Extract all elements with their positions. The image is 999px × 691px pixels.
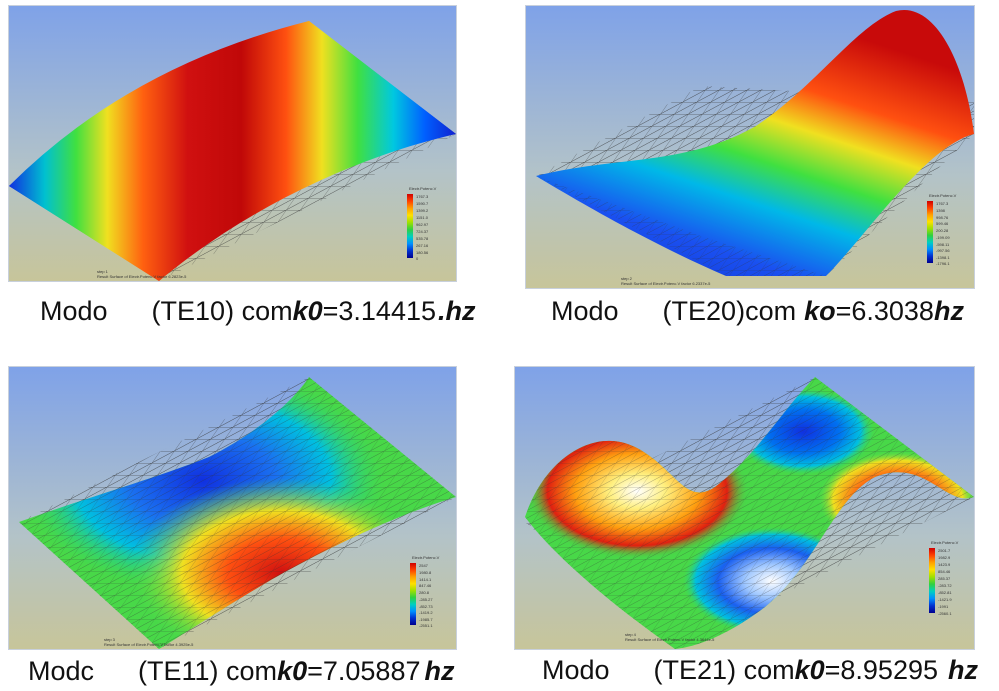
legend-title: Electr.Potenc.V bbox=[409, 186, 437, 191]
caption-k-value: =3.14415 bbox=[322, 296, 436, 326]
footer-step: step 1 bbox=[97, 269, 108, 274]
legend-value: 180.56 bbox=[416, 250, 429, 255]
legend-value: 1980.8 bbox=[419, 570, 432, 575]
legend-value: -852.73 bbox=[419, 604, 433, 609]
footer-result: Result Surface of Electr.Potenc.V factor… bbox=[104, 642, 194, 647]
legend-value: -199.09 bbox=[936, 235, 950, 240]
legend-value: -1398.1 bbox=[936, 255, 950, 260]
caption-mode: Modo bbox=[551, 296, 619, 326]
legend-value: 1151.0 bbox=[416, 215, 428, 220]
legend-value: -852.81 bbox=[938, 590, 952, 595]
legend-value: -598.11 bbox=[936, 242, 950, 247]
caption-k-value: =7.05887 bbox=[307, 656, 421, 686]
footer-step: step 4 bbox=[625, 632, 636, 637]
caption-te11: Modc (TE11) comk0=7.05887 hz bbox=[28, 655, 454, 687]
caption-k-symbol: k0 bbox=[277, 656, 308, 686]
footer-step: step 3 bbox=[104, 637, 115, 642]
legend-value: 2501.7 bbox=[938, 548, 951, 553]
legend-value: -1419.2 bbox=[419, 610, 433, 615]
legend-value: 285.37 bbox=[938, 576, 951, 581]
legend-value: -1991 bbox=[938, 604, 949, 609]
legend-colorbar bbox=[929, 548, 935, 613]
plot-footer: step 4 Result Surface of Electr.Potenc.V… bbox=[625, 632, 714, 642]
legend-value: 1423.9 bbox=[938, 562, 951, 567]
legend-value: 1399.2 bbox=[416, 208, 429, 213]
surface-plot-te20 bbox=[526, 6, 974, 288]
legend-title: Electr.Potenc.V bbox=[931, 540, 959, 545]
legend-value: 535.78 bbox=[416, 236, 429, 241]
surface-plot-te11 bbox=[9, 367, 456, 649]
caption-unit: hz bbox=[424, 656, 455, 686]
caption-k-value: =8.95295 bbox=[824, 655, 938, 685]
legend-value: 1414.1 bbox=[419, 577, 432, 582]
footer-result: Result Surface of Electr.Potenc.V factor… bbox=[625, 637, 715, 642]
caption-mode: Modo bbox=[542, 655, 610, 685]
plot-panel-te20: Electr.Potenc.V 1767.3 1398 998.76 599.4… bbox=[525, 5, 975, 289]
surface-plot-te10 bbox=[9, 6, 456, 281]
caption-mode: Modc bbox=[28, 656, 95, 686]
legend-value: 847.46 bbox=[419, 583, 432, 588]
legend-value: 599.46 bbox=[936, 221, 949, 226]
plot-panel-te21: Electr.Potenc.V 2501.7 1982.9 1423.9 854… bbox=[514, 366, 975, 650]
caption-k-value: =6.3038 bbox=[835, 296, 934, 326]
caption-unit: hz bbox=[948, 655, 978, 685]
caption-mode-label: (TE20)com bbox=[662, 296, 797, 326]
caption-unit: hz bbox=[933, 296, 964, 326]
legend-value: -1985.7 bbox=[419, 617, 433, 622]
caption-mode: Modo bbox=[40, 296, 108, 326]
legend-title: Electr.Potenc.V bbox=[412, 555, 440, 560]
legend-value: 1398 bbox=[936, 208, 945, 213]
caption-te21: Modo (TE21) comk0=8.95295 hz bbox=[542, 654, 978, 686]
caption-k-symbol: k0 bbox=[794, 655, 825, 685]
legend-value: -1796.1 bbox=[936, 261, 950, 266]
legend-value: -285.27 bbox=[419, 597, 433, 602]
legend-title: Electr.Potenc.V bbox=[929, 193, 957, 198]
legend-value: 0 bbox=[416, 256, 419, 261]
caption-mode-label: (TE21) com bbox=[653, 655, 795, 685]
legend-value: 1767.3 bbox=[936, 201, 949, 206]
legend-colorbar bbox=[410, 563, 416, 625]
legend-value: 854.46 bbox=[938, 569, 951, 574]
legend-value: -2551.1 bbox=[419, 623, 433, 628]
caption-mode-label: (TE11) com bbox=[138, 656, 278, 686]
legend-value: -1421.9 bbox=[938, 597, 952, 602]
legend-value: 280.8 bbox=[419, 590, 430, 595]
legend-value: -2560.1 bbox=[938, 611, 952, 616]
plot-footer: step 3 Result Surface of Electr.Potenc.V… bbox=[104, 637, 193, 647]
caption-te20: Modo (TE20)com ko=6.3038hz bbox=[551, 295, 964, 327]
legend-value: 1982.9 bbox=[938, 555, 951, 560]
plot-panel-te10: Electr.Potenc.V 1767.3 1590.7 1399.2 115… bbox=[8, 5, 457, 282]
surface-plot-te21 bbox=[515, 367, 974, 649]
legend-value: 267.16 bbox=[416, 243, 429, 248]
plot-footer: step 2 Result Surface of Electr.Potenc.V… bbox=[621, 276, 710, 286]
caption-k-symbol: ko bbox=[804, 296, 836, 326]
legend-value: -997.56 bbox=[936, 248, 950, 253]
caption-k-symbol: k0 bbox=[292, 296, 323, 326]
caption-te10: Modo (TE10) comk0=3.14415.hz bbox=[40, 295, 476, 327]
legend-value: 724.37 bbox=[416, 229, 429, 234]
plot-panel-te11: Electr.Potenc.V 2547 1980.8 1414.1 847.4… bbox=[8, 366, 457, 650]
legend-value: 1590.7 bbox=[416, 201, 429, 206]
legend-value: 998.76 bbox=[936, 215, 949, 220]
legend-colorbar bbox=[927, 201, 933, 263]
caption-unit: .hz bbox=[438, 296, 476, 326]
footer-result: Result Surface of Electr.Potenc.V factor… bbox=[97, 274, 187, 279]
legend-value: -283.72 bbox=[938, 583, 952, 588]
legend-value: 1767.3 bbox=[416, 194, 429, 199]
legend-colorbar bbox=[407, 194, 413, 258]
legend-value: 200.28 bbox=[936, 228, 949, 233]
legend-value: 2547 bbox=[419, 563, 428, 568]
plot-footer: step 1 Result Surface of Electr.Potenc.V… bbox=[97, 269, 186, 279]
footer-result: Result Surface of Electr.Potenc.V factor… bbox=[621, 281, 711, 286]
footer-step: step 2 bbox=[621, 276, 632, 281]
legend-value: 962.97 bbox=[416, 222, 429, 227]
caption-mode-label: (TE10) com bbox=[151, 296, 293, 326]
